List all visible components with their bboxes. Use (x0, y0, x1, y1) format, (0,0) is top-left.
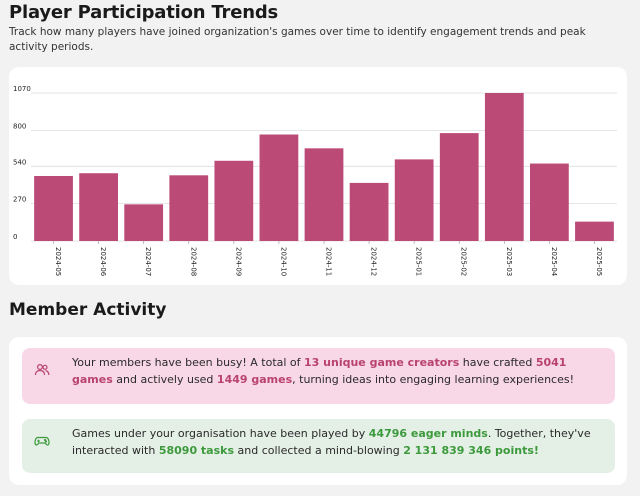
bar (259, 134, 299, 241)
page-title: Player Participation Trends (9, 2, 279, 23)
creators-count: 13 unique game creators (304, 356, 460, 369)
x-tick-label: 2025-04 (550, 247, 558, 277)
tasks-count: 58090 tasks (158, 444, 235, 457)
x-tick-label: 2024-05 (54, 247, 62, 276)
participation-bar-chart: 0 270 540 800 1070 2024-05 2024-06 2024-07 2024-… (13, 85, 617, 277)
bar (439, 133, 479, 241)
member-activity-card: Your members have been busy! A total of … (9, 337, 627, 485)
bar (79, 173, 118, 241)
players-text-1: Games under your organisation have been … (72, 427, 369, 440)
x-tick-label: 2024-06 (99, 247, 107, 277)
participation-chart-card: 0 270 540 800 1070 2024-05 2024-06 2024-07 2024-… (9, 67, 627, 285)
users-icon (34, 362, 50, 378)
games-crafted-count: 5041 games (72, 356, 567, 386)
x-tick-label: 2025-01 (415, 247, 423, 276)
y-tick-label: 540 (13, 158, 26, 166)
players-text-3: and collected a mind-blowing (234, 444, 404, 457)
creators-text-4: , turning ideas into engaging learning e… (292, 373, 574, 386)
x-tick-label: 2024-09 (234, 247, 242, 276)
players-text-2: . Together, they've interacted with (72, 427, 591, 457)
x-tick-label: 2024-07 (144, 247, 152, 276)
points-count: 2 131 839 346 points! (403, 444, 539, 457)
gamepad-icon (34, 433, 50, 449)
bar (214, 160, 254, 241)
creators-text-1: Your members have been busy! A total of (72, 356, 305, 369)
x-tick-label: 2025-03 (505, 247, 513, 276)
y-tick-label: 270 (13, 196, 26, 204)
bar (304, 148, 344, 241)
bar (34, 175, 73, 241)
y-tick-label: 0 (13, 233, 17, 241)
players-summary-panel: Games under your organisation have been … (22, 419, 615, 473)
x-tick-label: 2025-02 (460, 247, 468, 276)
member-activity-title: Member Activity (9, 300, 167, 320)
creators-text-3: and actively used (112, 373, 217, 386)
x-tick-label: 2024-12 (370, 247, 378, 276)
y-tick-label: 1070 (13, 85, 31, 93)
y-tick-label: 800 (13, 122, 26, 130)
bar (575, 221, 614, 241)
bar (124, 204, 164, 241)
bar (169, 175, 209, 241)
x-tick-label: 2024-10 (279, 247, 287, 276)
creators-text-2: have crafted (459, 356, 536, 369)
bar (394, 159, 434, 241)
bar (484, 93, 524, 241)
x-tick-label: 2024-08 (189, 247, 197, 276)
players-count: 44796 eager minds (368, 427, 488, 440)
bar (530, 163, 569, 241)
creators-summary-panel: Your members have been busy! A total of … (22, 348, 615, 404)
x-tick-label: 2025-05 (595, 247, 603, 276)
games-used-count: 1449 games (216, 373, 293, 386)
bar (349, 182, 389, 241)
x-tick-label: 2024-11 (325, 247, 333, 276)
page-subtitle: Track how many players have joined organ… (9, 26, 586, 53)
